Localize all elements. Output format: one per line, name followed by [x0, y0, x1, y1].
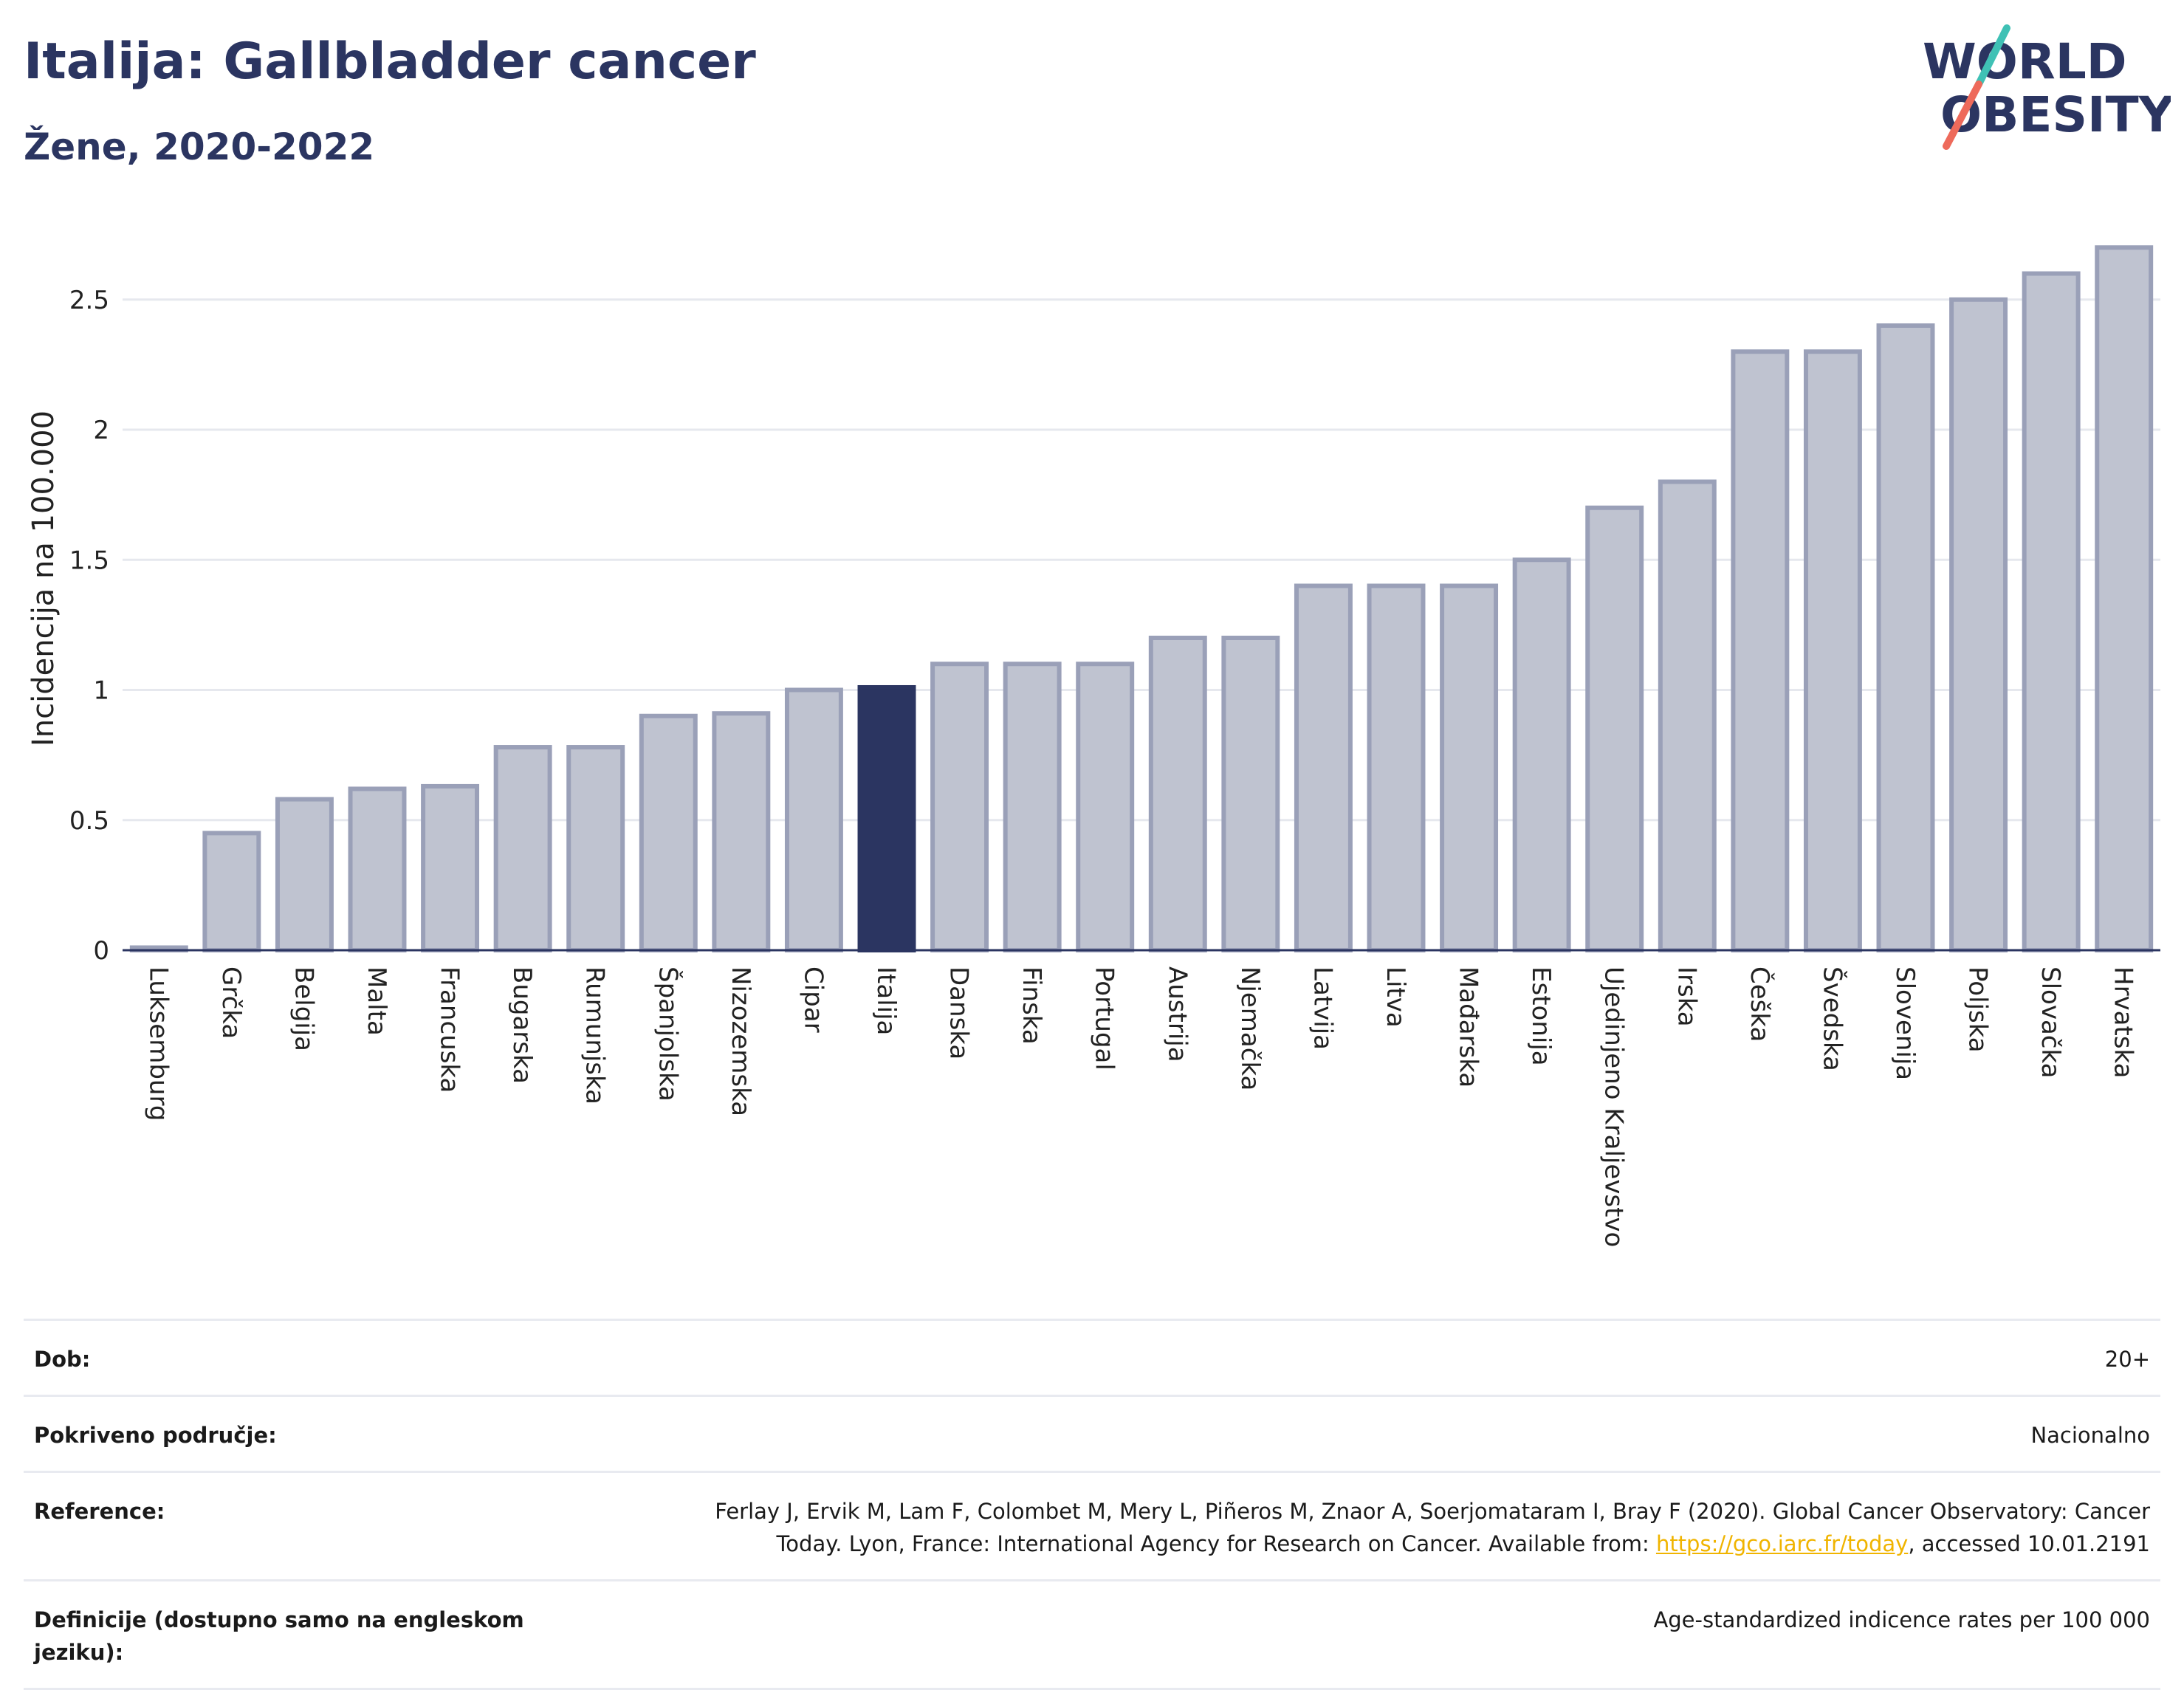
info-row-reference: Reference: Ferlay J, Ervik M, Lam F, Col…	[24, 1471, 2160, 1579]
info-label: Dob:	[34, 1347, 91, 1372]
x-tick-label: Italija	[871, 966, 901, 1035]
x-tick-label: Malta	[362, 966, 391, 1036]
x-axis-ticks: Luksemburg Grčka Belgija Malta Francuska Buga…	[143, 966, 2137, 1247]
y-tick-label: 0	[93, 936, 109, 966]
y-tick-label: 2.5	[69, 286, 109, 315]
x-tick-label: Slovačka	[2036, 966, 2065, 1078]
bar-chart: 0 0.5 1 1.5 2 2.5 Luksemburg Grčka Belgija Malta…	[27, 245, 2160, 1247]
bar-grčka	[202, 831, 261, 952]
bar-cipar	[784, 687, 843, 952]
bar-nizozemska	[712, 711, 771, 952]
info-row-coverage: Pokriveno područje: Nacionalno	[24, 1395, 2160, 1471]
bar-austrija	[1148, 636, 1207, 952]
chart-subtitle: Žene, 2020-2022	[24, 126, 375, 168]
y-tick-label: 1	[93, 676, 109, 706]
x-tick-label: Portugal	[1090, 966, 1119, 1071]
bar-hrvatska	[2095, 245, 2154, 952]
bar-rumunjska	[566, 745, 625, 952]
x-tick-label: Švedska	[1817, 966, 1847, 1071]
x-tick-label: Danska	[944, 966, 974, 1059]
bar-slovenija	[1876, 323, 1935, 952]
bar-danska	[930, 662, 989, 952]
info-label: Reference:	[34, 1499, 165, 1524]
y-tick-label: 2	[93, 416, 109, 445]
x-tick-label: Cipar	[798, 966, 828, 1033]
info-label: Definicije (dostupno samo na engleskom j…	[34, 1607, 524, 1665]
bar-finska	[1003, 662, 1062, 952]
x-tick-label: Belgija	[289, 966, 318, 1051]
bar-češka	[1731, 349, 1790, 952]
x-tick-label: Estonija	[1526, 966, 1556, 1066]
info-row-age: Dob: 20+	[24, 1319, 2160, 1395]
world-obesity-logo: WORLD OBESITY	[1923, 24, 2171, 150]
info-value: 20+	[2104, 1347, 2150, 1372]
reference-text: Ferlay J, Ervik M, Lam F, Colombet M, Me…	[715, 1499, 2150, 1556]
bar-belgija	[275, 797, 334, 953]
x-tick-label: Mađarska	[1454, 966, 1483, 1088]
bar-njemačka	[1221, 636, 1280, 952]
x-tick-label: Hrvatska	[2109, 966, 2138, 1078]
bars	[129, 245, 2154, 953]
x-tick-label: Španjolska	[653, 966, 683, 1102]
info-row-definitions: Definicije (dostupno samo na engleskom j…	[24, 1579, 2160, 1690]
info-value: Age-standardized indicence rates per 100…	[1653, 1607, 2150, 1632]
x-tick-label: Rumunjska	[580, 966, 610, 1105]
x-tick-label: Bugarska	[507, 966, 537, 1084]
bar-estonija	[1512, 557, 1571, 952]
bar-latvija	[1294, 583, 1353, 952]
bar-švedska	[1803, 349, 1862, 952]
bar-portugal	[1076, 662, 1135, 952]
bar-malta	[348, 786, 407, 952]
x-tick-label: Luksemburg	[143, 966, 173, 1121]
x-tick-label: Austrija	[1162, 966, 1192, 1062]
x-tick-label: Finska	[1017, 966, 1046, 1045]
x-tick-label: Ujedinjeno Kraljevstvo	[1599, 966, 1629, 1247]
bar-poljska	[1949, 297, 2008, 952]
logo-line1: WORLD	[1923, 33, 2127, 90]
bar-litva	[1367, 583, 1426, 952]
y-tick-label: 0.5	[69, 806, 109, 836]
y-axis-label: Incidencija na 100.000	[27, 411, 61, 746]
chart-title: Italija: Gallbladder cancer	[24, 32, 756, 91]
bar-irska	[1658, 479, 1717, 952]
reference-accessed: , accessed 10.01.2191	[1908, 1531, 2150, 1556]
bar-ujedinjeno-kraljevstvo	[1585, 505, 1644, 952]
x-tick-label: Litva	[1381, 966, 1410, 1028]
x-tick-label: Njemačka	[1235, 966, 1265, 1090]
x-tick-label: Francuska	[435, 966, 464, 1093]
x-tick-label: Češka	[1745, 966, 1775, 1042]
x-tick-label: Irska	[1672, 966, 1701, 1027]
x-tick-label: Nizozemska	[726, 966, 755, 1116]
x-tick-label: Latvija	[1308, 966, 1337, 1050]
info-table: Dob: 20+ Pokriveno područje: Nacionalno …	[24, 1319, 2160, 1690]
info-value: Ferlay J, Ervik M, Lam F, Colombet M, Me…	[580, 1495, 2150, 1560]
x-tick-label: Poljska	[1963, 966, 1993, 1053]
bar-mađarska	[1440, 583, 1499, 952]
x-tick-label: Grčka	[216, 966, 246, 1039]
y-axis-ticks: 0 0.5 1 1.5 2 2.5	[69, 286, 109, 966]
bar-bugarska	[493, 745, 552, 952]
bar-španjolska	[639, 713, 698, 952]
x-tick-label: Slovenija	[1890, 966, 1920, 1080]
info-value: Nacionalno	[2030, 1423, 2150, 1448]
bar-slovačka	[2022, 271, 2081, 952]
bar-francuska	[421, 783, 480, 953]
logo-line2: OBESITY	[1940, 86, 2171, 143]
info-label: Pokriveno područje:	[34, 1423, 277, 1448]
y-tick-label: 1.5	[69, 546, 109, 575]
reference-link[interactable]: https://gco.iarc.fr/today	[1655, 1531, 1909, 1556]
bar-italija	[857, 684, 916, 952]
